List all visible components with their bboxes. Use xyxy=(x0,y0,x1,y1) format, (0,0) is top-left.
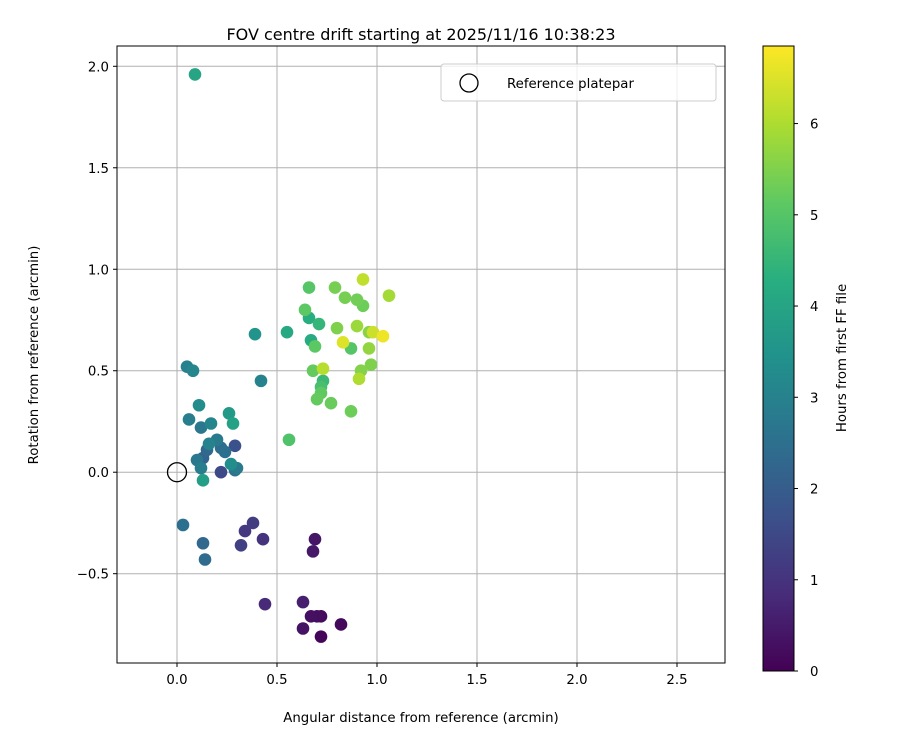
colorbar-label: Hours from first FF file xyxy=(835,284,850,432)
x-tick-label: 2.5 xyxy=(666,673,687,688)
reference-platepar-marker xyxy=(166,462,188,483)
grid xyxy=(117,46,725,663)
data-point xyxy=(312,317,326,331)
data-point xyxy=(298,303,312,317)
data-point xyxy=(204,417,218,430)
legend-box xyxy=(440,63,717,102)
y-tick-label: 1.0 xyxy=(88,263,109,278)
x-tick-label: 0.5 xyxy=(266,673,287,688)
data-point xyxy=(356,273,370,286)
data-point xyxy=(226,417,240,430)
data-point xyxy=(196,474,210,487)
legend-label: Reference platepar xyxy=(507,77,634,92)
data-point xyxy=(182,413,196,426)
data-point xyxy=(306,364,320,378)
x-axis-label: Angular distance from reference (arcmin) xyxy=(283,711,558,726)
data-point xyxy=(280,325,294,339)
data-point xyxy=(246,516,260,530)
data-point xyxy=(330,321,344,335)
legend: Reference platepar xyxy=(440,63,717,102)
data-points xyxy=(166,68,396,643)
data-point xyxy=(186,364,200,378)
data-point xyxy=(338,291,352,304)
data-point xyxy=(362,342,376,355)
y-tick-label: 0.0 xyxy=(88,466,109,481)
data-point xyxy=(228,439,242,453)
colorbar-gradient xyxy=(762,45,795,672)
data-point xyxy=(194,421,208,434)
y-axis-label: Rotation from reference (arcmin) xyxy=(27,246,42,465)
x-tick-label: 1.5 xyxy=(466,673,487,688)
data-point xyxy=(328,281,342,294)
colorbar-tick-label: 0 xyxy=(810,665,818,680)
data-point xyxy=(376,329,390,343)
y-tick-label: 2.0 xyxy=(88,60,109,75)
data-point xyxy=(258,597,272,611)
colorbar-ticks: 0 1 2 3 4 5 6 xyxy=(794,118,818,680)
data-point xyxy=(188,68,202,81)
data-point xyxy=(302,281,316,294)
data-point xyxy=(306,545,320,558)
colorbar: 0 1 2 3 4 5 6 Hours from first FF file xyxy=(762,45,850,680)
plot-frame xyxy=(116,45,726,664)
colorbar-tick-label: 2 xyxy=(810,483,818,498)
data-point xyxy=(308,340,322,353)
data-point xyxy=(310,392,324,406)
data-point xyxy=(364,358,378,371)
data-point xyxy=(214,465,228,479)
data-point xyxy=(218,445,232,459)
legend-reference-marker xyxy=(459,73,479,93)
x-tick-label: 0.0 xyxy=(166,673,187,688)
colorbar-tick-label: 3 xyxy=(810,391,818,406)
data-point xyxy=(194,461,208,475)
data-point xyxy=(316,362,330,376)
data-point xyxy=(256,532,270,546)
data-point xyxy=(304,610,318,623)
data-point xyxy=(176,518,190,532)
data-point xyxy=(296,595,310,609)
colorbar-tick-label: 6 xyxy=(810,118,818,133)
data-point xyxy=(222,407,236,420)
y-tick-label: −0.5 xyxy=(77,568,109,583)
data-point xyxy=(234,538,248,552)
data-point xyxy=(202,437,216,451)
data-point xyxy=(350,293,364,307)
data-point xyxy=(324,396,338,410)
data-point xyxy=(344,405,358,418)
data-point xyxy=(254,374,268,388)
colorbar-tick-label: 5 xyxy=(810,209,818,224)
x-axis-ticks: 0.0 0.5 1.0 1.5 2.0 2.5 xyxy=(166,663,688,688)
colorbar-tick-label: 1 xyxy=(810,574,818,589)
data-point xyxy=(282,433,296,447)
data-point xyxy=(382,289,396,302)
data-point xyxy=(334,618,348,631)
data-point xyxy=(352,372,366,386)
data-point xyxy=(192,398,206,412)
x-tick-label: 1.0 xyxy=(366,673,387,688)
data-point xyxy=(308,532,322,546)
data-point xyxy=(238,524,252,538)
data-point xyxy=(224,457,238,471)
data-point xyxy=(336,336,350,349)
data-point xyxy=(248,327,262,341)
y-axis-ticks: −0.5 0.0 0.5 1.0 1.5 2.0 xyxy=(77,60,117,583)
y-tick-label: 0.5 xyxy=(88,365,109,380)
data-point xyxy=(196,536,210,550)
data-point xyxy=(314,630,328,643)
data-point xyxy=(296,622,310,635)
data-point xyxy=(366,325,380,339)
chart-title: FOV centre drift starting at 2025/11/16 … xyxy=(226,25,615,44)
colorbar-tick-label: 4 xyxy=(810,300,818,315)
data-point xyxy=(198,553,212,566)
y-tick-label: 1.5 xyxy=(88,162,109,177)
x-tick-label: 2.0 xyxy=(566,673,587,688)
data-point xyxy=(350,319,364,333)
